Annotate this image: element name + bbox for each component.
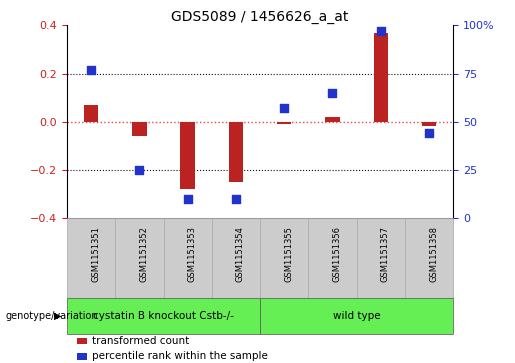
Text: GSM1151356: GSM1151356 [333,226,341,282]
Text: GSM1151352: GSM1151352 [140,226,148,282]
Text: transformed count: transformed count [92,336,189,346]
Point [425,130,433,136]
Text: GSM1151353: GSM1151353 [187,226,197,282]
Text: cystatin B knockout Cstb-/-: cystatin B knockout Cstb-/- [93,311,234,321]
Bar [229,122,243,182]
Text: wild type: wild type [333,311,381,321]
Bar [132,122,147,136]
Bar [422,122,436,126]
Text: GSM1151354: GSM1151354 [236,226,245,282]
Text: GSM1151358: GSM1151358 [429,226,438,282]
Point [376,28,385,34]
Point [280,105,288,111]
Point [87,67,95,73]
Bar [84,105,98,122]
Text: ▶: ▶ [54,311,62,321]
Point [183,196,192,201]
Point [232,196,240,201]
Text: percentile rank within the sample: percentile rank within the sample [92,351,268,362]
Point [329,90,337,95]
Text: GSM1151355: GSM1151355 [284,226,293,282]
Point [135,167,144,172]
Title: GDS5089 / 1456626_a_at: GDS5089 / 1456626_a_at [171,11,349,24]
Bar [325,117,340,122]
Bar [373,33,388,122]
Bar [180,122,195,189]
Bar [277,122,291,124]
Text: GSM1151351: GSM1151351 [91,226,100,282]
Text: GSM1151357: GSM1151357 [381,226,390,282]
Text: genotype/variation: genotype/variation [5,311,98,321]
